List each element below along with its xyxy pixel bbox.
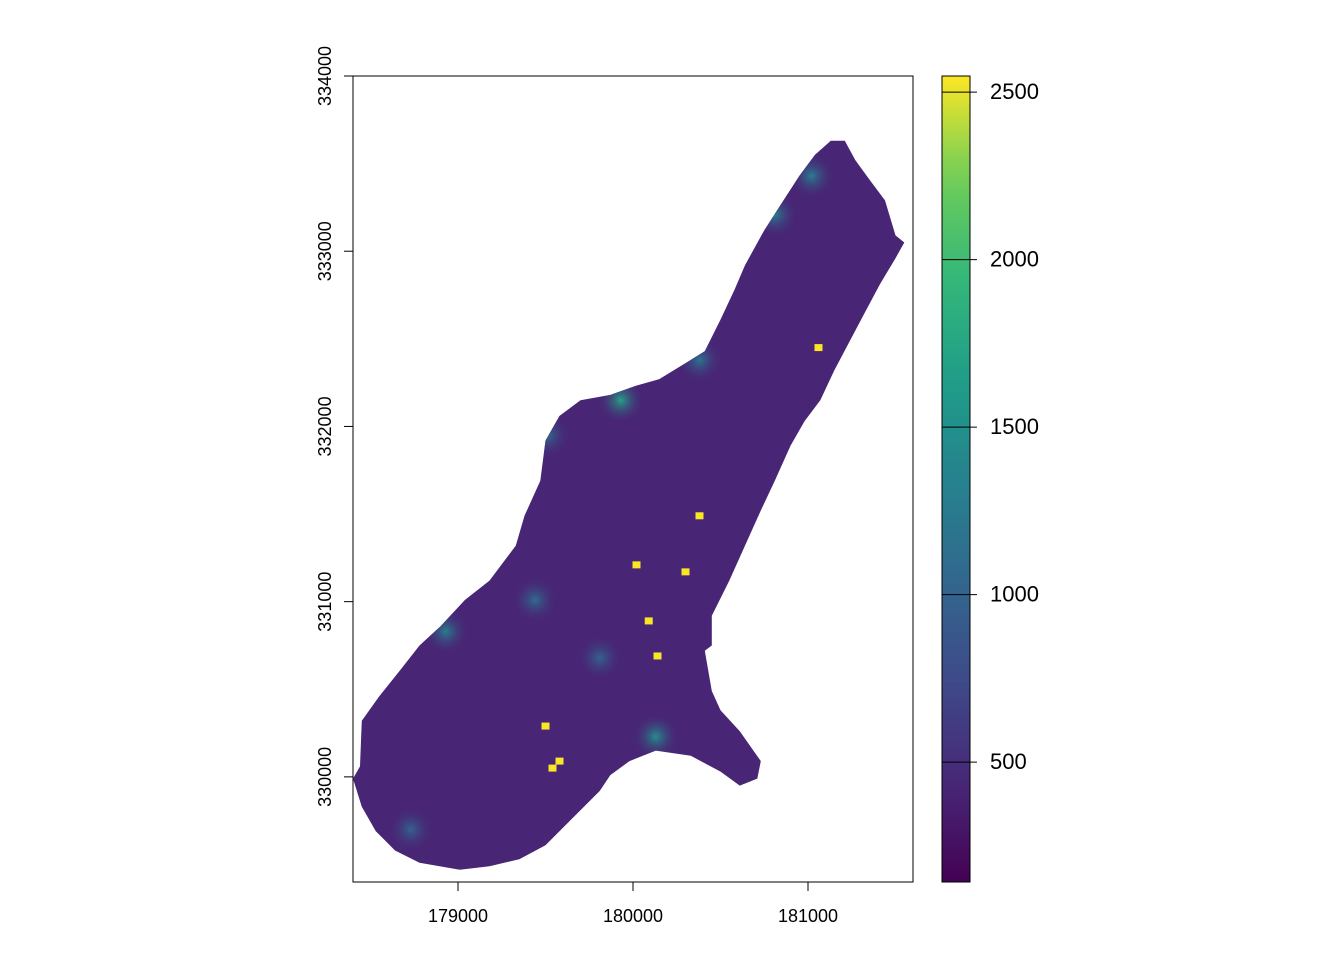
hotspot — [386, 805, 435, 854]
hotspot — [511, 575, 559, 624]
raster-cell — [632, 561, 641, 569]
colorbar-tick-label: 500 — [990, 749, 1027, 774]
raster-cell — [548, 764, 557, 772]
raster-cell — [814, 344, 823, 352]
colorbar-tick-label: 1000 — [990, 582, 1039, 607]
y-tick-label: 331000 — [315, 572, 335, 632]
raster-cell — [644, 617, 653, 625]
raster-cell — [695, 512, 704, 520]
x-tick-label: 179000 — [428, 906, 488, 926]
y-tick-label: 330000 — [315, 747, 335, 807]
raster-cell — [681, 568, 690, 576]
x-tick-label: 180000 — [603, 906, 663, 926]
y-tick-label: 334000 — [315, 46, 335, 106]
colorbar-tick-label: 1500 — [990, 414, 1039, 439]
colorbar-tick-label: 2000 — [990, 247, 1039, 272]
x-tick-label: 181000 — [778, 906, 838, 926]
y-tick-label: 332000 — [315, 396, 335, 456]
y-tick-label: 333000 — [315, 221, 335, 281]
hotspot — [575, 633, 624, 682]
colorbar — [941, 75, 971, 883]
raster-cell — [541, 722, 550, 730]
raster-region — [353, 140, 905, 870]
hotspot — [631, 712, 680, 761]
raster-cell — [653, 652, 662, 660]
raster-cell — [555, 757, 564, 765]
colorbar-tick-label: 2500 — [990, 79, 1039, 104]
